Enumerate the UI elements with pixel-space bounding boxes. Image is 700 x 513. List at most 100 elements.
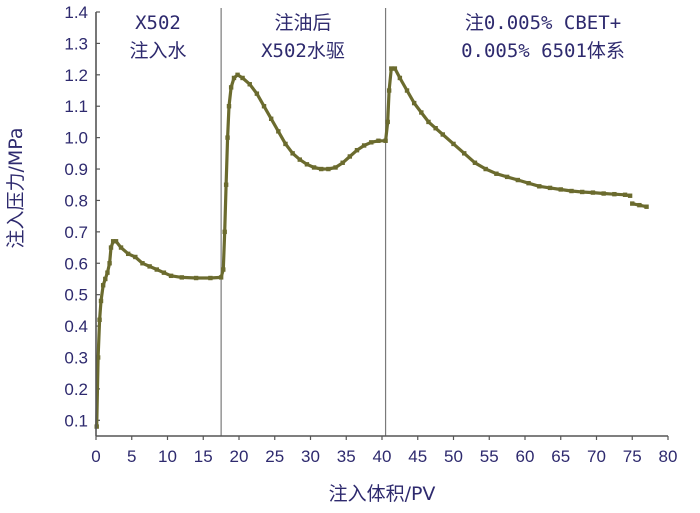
data-point	[601, 191, 606, 196]
y-tick-label: 0.8	[64, 191, 88, 210]
data-point	[161, 270, 167, 275]
y-tick-label: 0.5	[64, 286, 88, 305]
data-point	[223, 182, 229, 187]
data-point	[226, 104, 232, 109]
phase-3-label-line2: 0.005% 6501体系	[461, 40, 625, 62]
data-point	[154, 267, 159, 272]
data-point	[644, 204, 649, 209]
data-point	[440, 132, 445, 137]
data-point	[168, 273, 174, 279]
data-point	[108, 245, 114, 250]
y-tick-label: 1.4	[64, 3, 88, 22]
data-point	[547, 185, 553, 191]
data-point	[268, 116, 274, 121]
y-tick-label: 0.4	[64, 317, 88, 336]
data-point	[133, 254, 138, 260]
data-point	[419, 110, 424, 115]
phase-3-label-line1: 注0.005% CBET+	[465, 12, 621, 34]
data-point	[225, 135, 230, 140]
data-point	[290, 151, 295, 156]
x-tick-label: 35	[337, 447, 356, 466]
data-point	[389, 66, 394, 71]
data-point	[558, 187, 563, 192]
y-axis-title: 注入压力/MPa	[5, 127, 27, 248]
x-tick-label: 30	[301, 447, 320, 466]
data-point	[347, 154, 353, 159]
x-tick-label: 65	[551, 447, 570, 466]
data-point	[333, 165, 338, 170]
y-tick-label: 1.3	[64, 34, 88, 53]
data-point	[451, 141, 456, 147]
data-point	[208, 275, 213, 281]
phase-2-label-line1: 注油后	[274, 12, 331, 34]
data-point	[231, 75, 237, 81]
data-point	[276, 129, 281, 134]
data-point	[125, 251, 131, 257]
data-point	[392, 66, 398, 71]
data-point	[326, 166, 331, 172]
x-tick-label: 0	[91, 447, 100, 466]
data-point	[526, 180, 531, 186]
data-point	[193, 275, 199, 281]
x-tick-label: 40	[373, 447, 392, 466]
data-point	[98, 298, 104, 304]
phase-1-label-line2: 注入水	[129, 40, 186, 62]
data-point	[107, 261, 112, 266]
data-point	[383, 138, 388, 143]
data-point	[113, 239, 119, 244]
x-tick-labels: 0 5 10 15 20 25 30 35 40 45 50 55 60 65 70 75 80	[91, 447, 677, 466]
x-tick-label: 70	[587, 447, 606, 466]
data-point	[515, 177, 521, 183]
data-point	[340, 160, 345, 165]
x-tick-label: 80	[659, 447, 678, 466]
data-point	[95, 355, 101, 360]
x-tick-label: 45	[408, 447, 427, 466]
data-point	[411, 100, 417, 106]
x-tick-label: 60	[516, 447, 535, 466]
x-tick-label: 10	[158, 447, 177, 466]
data-point	[103, 276, 108, 282]
data-point	[637, 202, 642, 208]
data-point	[218, 275, 224, 280]
data-point	[385, 119, 390, 125]
y-tick-label: 1.2	[64, 66, 88, 85]
data-point	[228, 85, 234, 90]
data-point	[221, 267, 226, 272]
x-tick-label: 50	[444, 447, 463, 466]
phase-1-label-line1: X502	[135, 12, 181, 34]
data-point	[590, 190, 596, 195]
data-point	[404, 88, 410, 93]
x-tick-label: 15	[194, 447, 213, 466]
data-point	[319, 166, 324, 172]
x-tick-label: 55	[480, 447, 499, 466]
data-point	[612, 191, 617, 197]
data-point	[304, 162, 310, 167]
data-point	[537, 184, 542, 189]
y-tick-label: 1.1	[64, 97, 88, 116]
data-point	[494, 171, 499, 176]
data-point	[361, 143, 367, 148]
data-point	[483, 166, 488, 172]
data-point	[580, 189, 585, 195]
data-point	[504, 174, 510, 180]
data-point	[472, 160, 478, 165]
data-point	[630, 201, 635, 206]
data-point	[240, 75, 245, 81]
y-tick-label: 1.0	[64, 129, 88, 148]
x-tick-label: 75	[623, 447, 642, 466]
data-point	[118, 245, 124, 250]
data-point	[222, 229, 227, 235]
data-point	[297, 157, 302, 162]
data-point	[247, 82, 252, 87]
data-point	[376, 138, 381, 143]
x-tick-label: 20	[230, 447, 249, 466]
data-point	[283, 141, 288, 147]
data-point	[397, 75, 403, 81]
phase-2-label-line2: X502水驱	[261, 40, 345, 62]
data-point	[627, 193, 633, 198]
x-axis-title: 注入体积/PV	[329, 483, 436, 505]
data-point	[179, 275, 184, 280]
data-point	[254, 91, 260, 96]
data-series	[94, 66, 649, 429]
